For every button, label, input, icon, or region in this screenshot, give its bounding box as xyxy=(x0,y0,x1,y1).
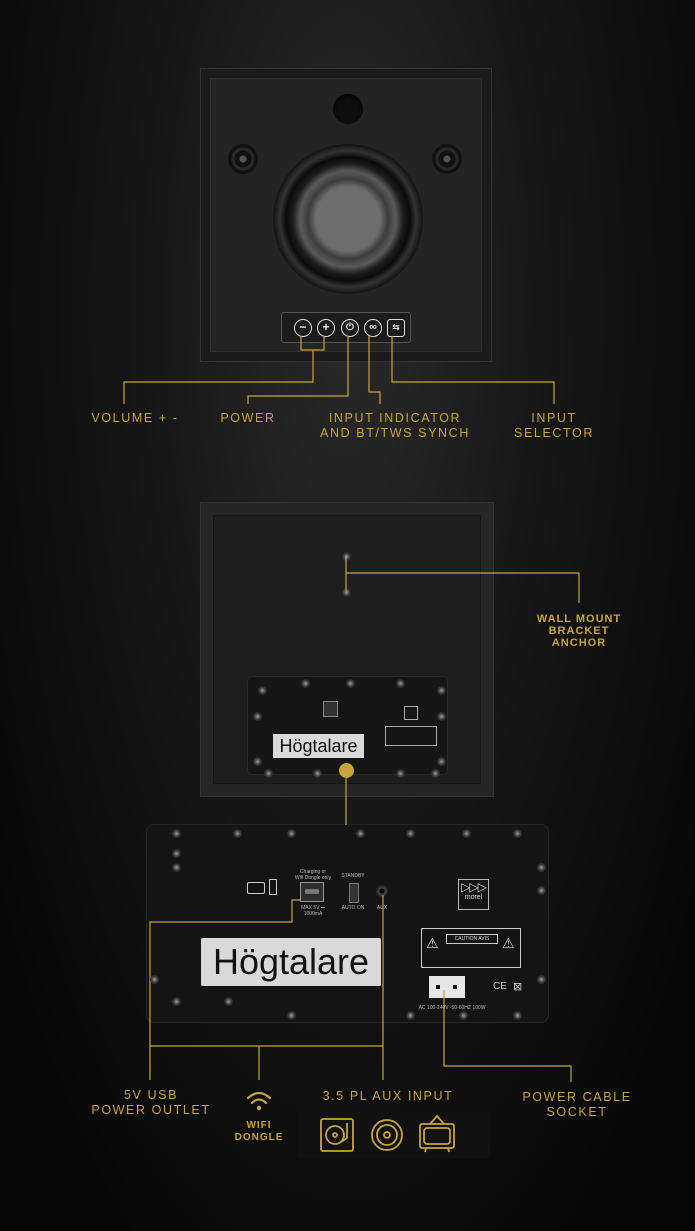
screw-icon xyxy=(224,997,233,1006)
screw-icon xyxy=(287,829,296,838)
small-caution-box xyxy=(385,726,437,746)
power-cable-label: POWER CABLE SOCKET xyxy=(522,1090,632,1119)
screw-icon xyxy=(301,679,310,688)
screw-icon xyxy=(437,686,446,695)
screw-icon xyxy=(172,997,181,1006)
power-rating: AC 100-240V~50-60HZ 100W xyxy=(418,1005,486,1011)
screw-icon xyxy=(406,1011,415,1020)
screw-icon xyxy=(356,829,365,838)
volume-up-button[interactable]: + xyxy=(317,319,335,337)
screw-icon xyxy=(172,863,181,872)
wall-mount-label: WALL MOUNT BRACKET ANCHOR xyxy=(536,613,622,649)
rear-plate-detail: Charging or Wifi Dongle only MAX 5V ⎓ 100… xyxy=(147,825,548,1022)
ce-mark: CE xyxy=(493,981,507,992)
screw-icon xyxy=(437,712,446,721)
aux-label: AUX xyxy=(376,905,388,911)
screw-icon xyxy=(537,863,546,872)
standby-switch[interactable] xyxy=(349,883,359,903)
aux-jack xyxy=(376,885,388,897)
charging-note: Charging or Wifi Dongle only xyxy=(294,869,332,881)
screw-icon xyxy=(172,829,181,838)
screw-icon xyxy=(253,712,262,721)
screw-icon xyxy=(431,769,440,778)
screw-icon xyxy=(287,1011,296,1020)
turntable-icon xyxy=(320,1118,354,1152)
wifi-dongle-label: WIFI DONGLE xyxy=(234,1120,284,1143)
usb-port xyxy=(300,882,324,902)
small-brand-label: Högtalare xyxy=(273,734,364,758)
weee-icon: ⊠ xyxy=(513,981,523,993)
screw-icon xyxy=(264,769,273,778)
screw-icon xyxy=(258,686,267,695)
input-indicator-label: INPUT INDICATOR AND BT/TWS SYNCH xyxy=(320,411,470,440)
standby-label: STANDBY xyxy=(341,873,365,879)
aux-input-label: 3.5 PL AUX INPUT xyxy=(322,1089,454,1103)
screw-icon xyxy=(346,679,355,688)
bass-port xyxy=(333,94,363,124)
input-indicator-button[interactable]: ∞ xyxy=(364,319,382,337)
control-panel: − + ⏻ ∞ ⇆ xyxy=(281,312,411,343)
morel-mark-icon: ▷▷▷ xyxy=(461,880,487,894)
screw-icon xyxy=(537,886,546,895)
morel-text: morel xyxy=(464,894,483,901)
auto-on-label: AUTO ON xyxy=(341,905,365,911)
screw-icon xyxy=(537,975,546,984)
screw-icon xyxy=(233,829,242,838)
volume-down-button[interactable]: − xyxy=(294,319,312,337)
vinyl-icon xyxy=(371,1119,403,1151)
usb-outlet-label: 5V USB POWER OUTLET xyxy=(91,1088,211,1117)
warning-icon-left: ⚠ xyxy=(426,935,439,951)
screw-icon xyxy=(437,757,446,766)
screw-icon xyxy=(253,757,262,766)
right-tweeter xyxy=(432,144,462,174)
tv-icon xyxy=(419,1114,455,1153)
screw-icon xyxy=(459,1011,468,1020)
usb-rating: MAX 5V ⎓ 1000mA xyxy=(301,905,325,917)
screw-icon xyxy=(513,1011,522,1020)
volume-label: VOLUME + - xyxy=(91,411,179,425)
screw-icon xyxy=(462,829,471,838)
screw-icon xyxy=(172,849,181,858)
small-morel-logo xyxy=(404,706,418,720)
screw-icon xyxy=(513,829,522,838)
warning-icon-right: ⚠ xyxy=(502,935,515,951)
screw-icon xyxy=(396,679,405,688)
small-usb-port xyxy=(323,701,338,717)
input-selector-label: INPUT SELECTOR xyxy=(514,411,594,440)
woofer xyxy=(273,144,423,294)
front-speaker: − + ⏻ ∞ ⇆ xyxy=(201,69,491,361)
left-tweeter xyxy=(228,144,258,174)
caution-text: CAUTION AVIS xyxy=(446,934,498,944)
input-selector-button[interactable]: ⇆ xyxy=(387,319,405,337)
phone-icon xyxy=(269,879,277,895)
zoom-dot xyxy=(339,763,354,778)
screw-icon xyxy=(406,829,415,838)
small-rear-plate: Högtalare xyxy=(248,677,447,774)
screw-icon xyxy=(150,975,159,984)
morel-logo: ▷▷▷ morel xyxy=(458,879,489,910)
screw-icon xyxy=(313,769,322,778)
router-icon xyxy=(247,882,265,894)
power-socket xyxy=(429,976,465,998)
screw-icon xyxy=(396,769,405,778)
caution-box: ⚠ CAUTION AVIS ⚠ xyxy=(421,928,521,968)
mount-anchor-bottom xyxy=(342,588,351,597)
power-label: POWER xyxy=(220,411,276,425)
brand-label: Högtalare xyxy=(201,938,381,986)
power-button[interactable]: ⏻ xyxy=(341,319,359,337)
